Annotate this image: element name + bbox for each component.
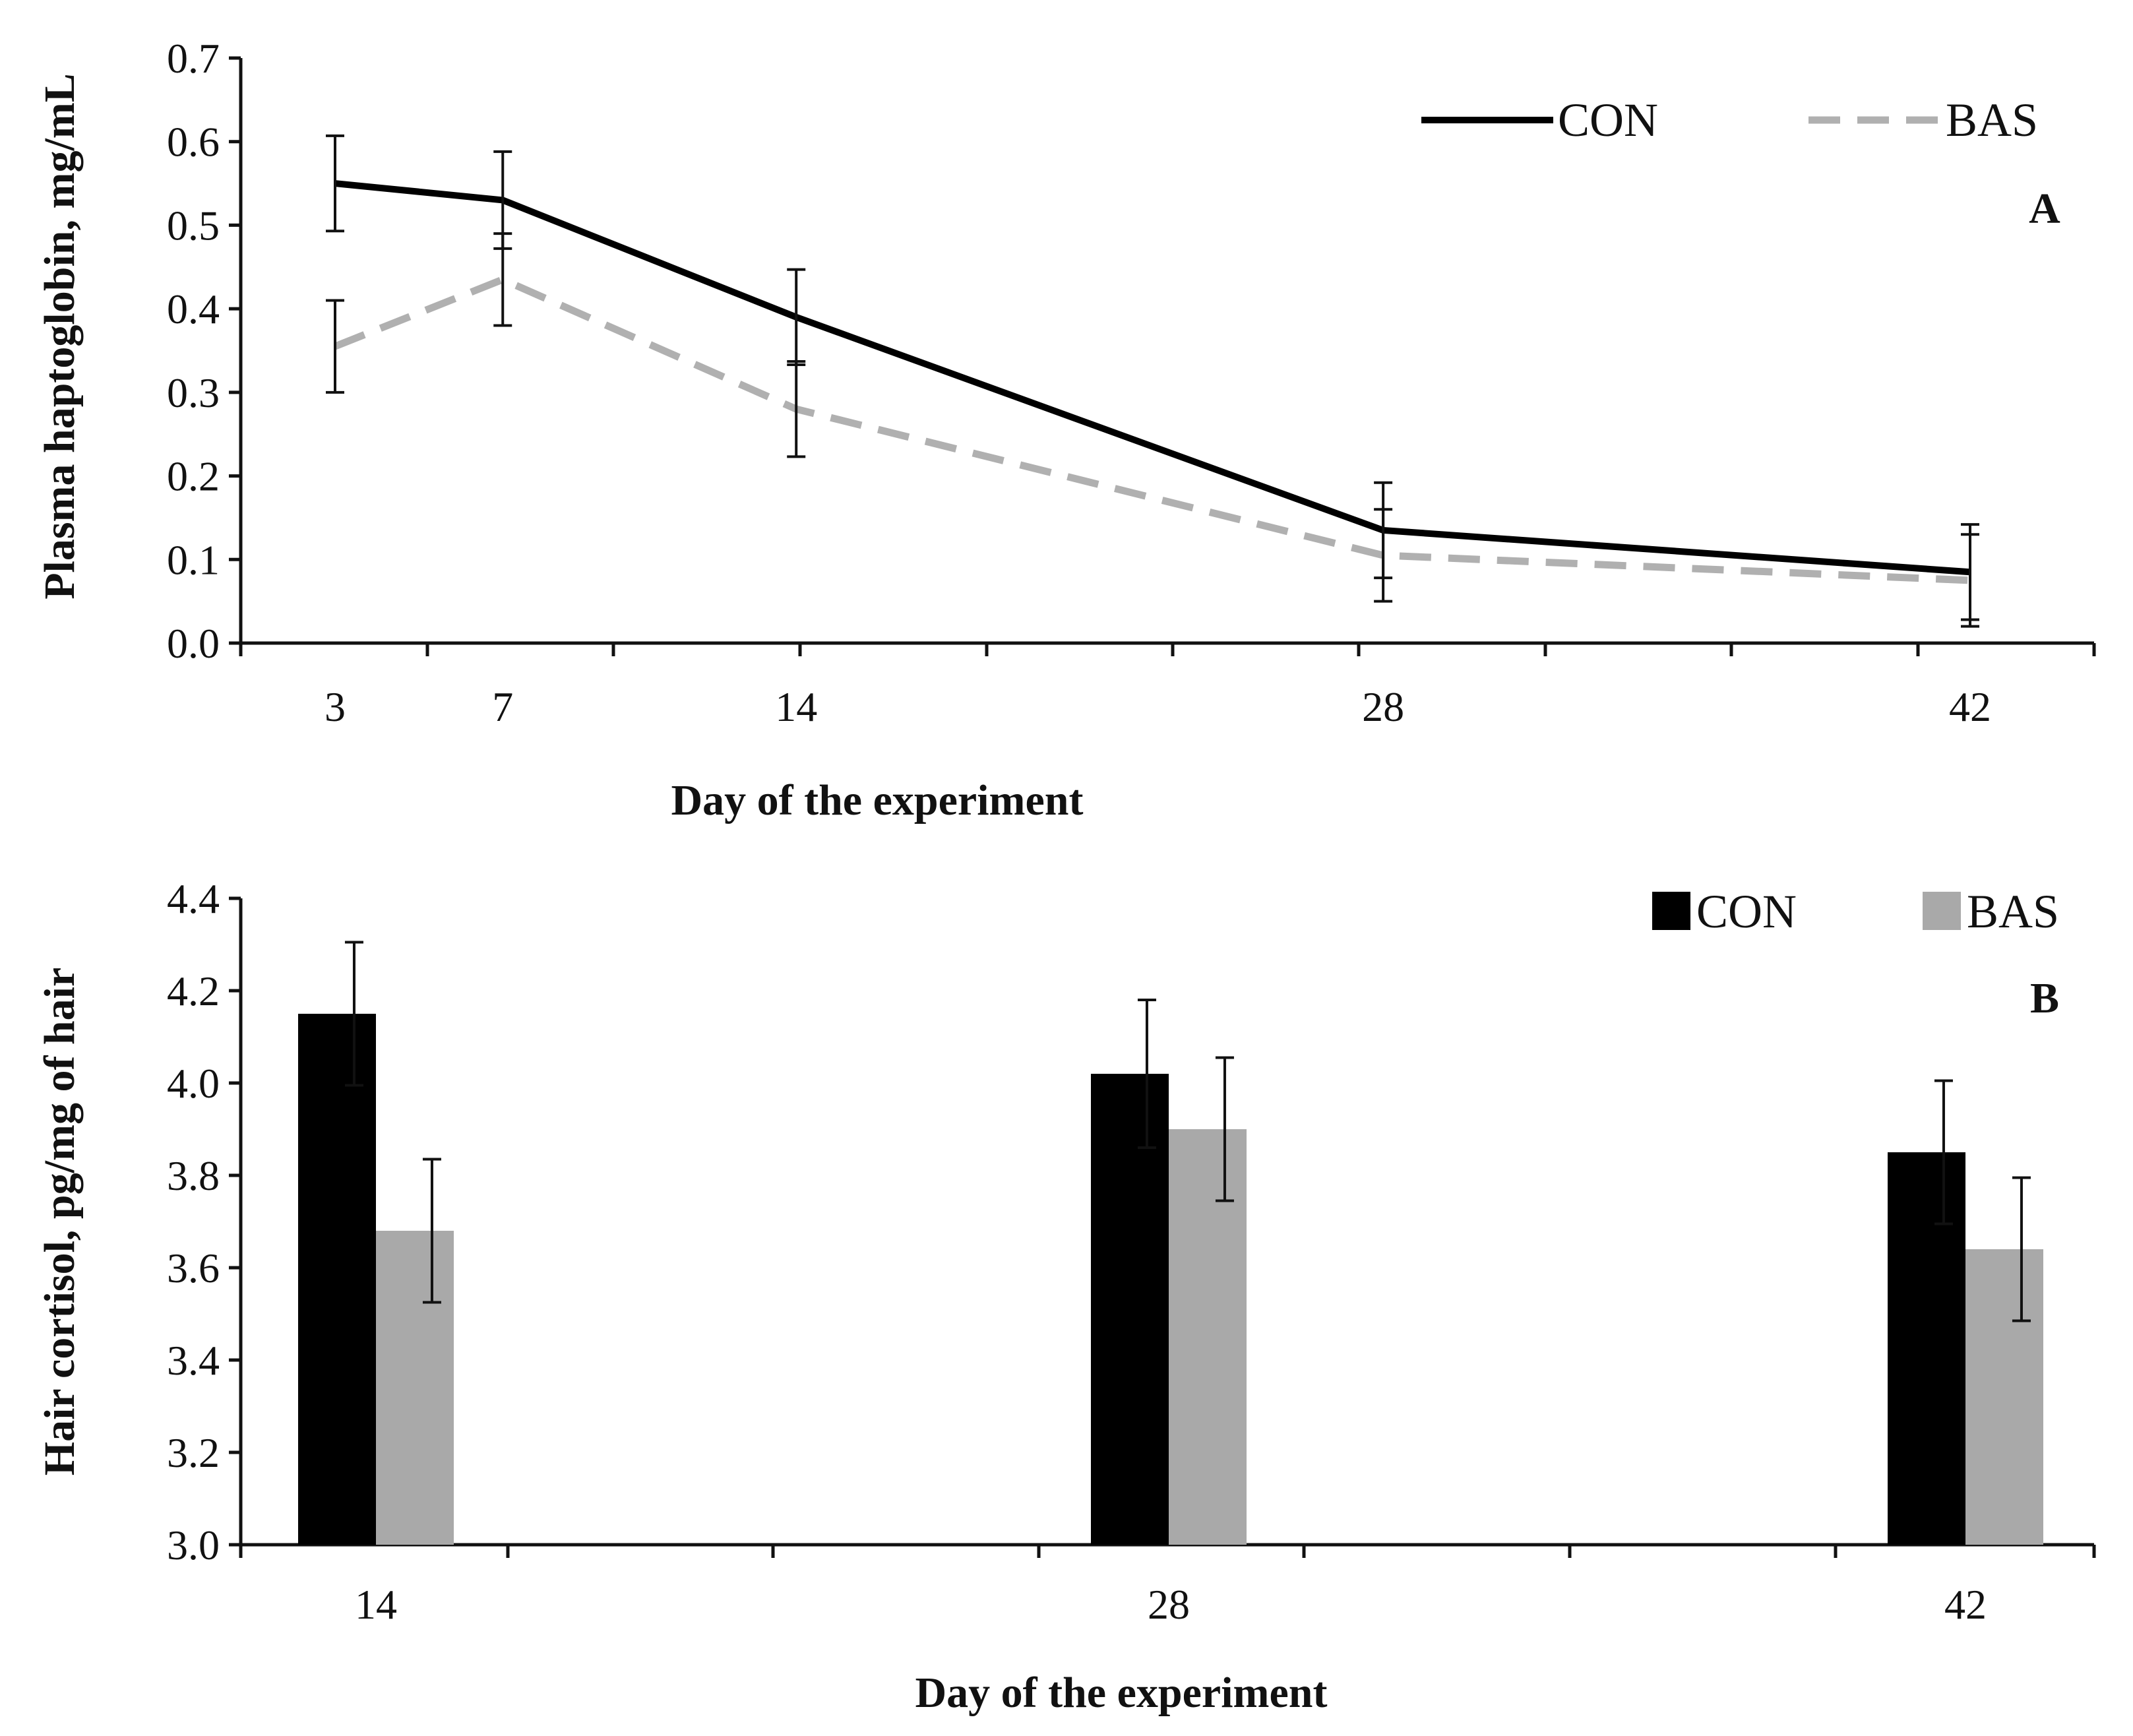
y-tick-label: 4.4 — [167, 875, 220, 922]
y-axis-title: Plasma haptoglobin, mg/mL — [36, 73, 84, 600]
error-bar-con — [344, 941, 363, 1087]
y-tick-label: 0.3 — [167, 369, 220, 416]
bar-con-14 — [298, 1014, 376, 1545]
legend: CON BAS — [1421, 94, 2038, 146]
error-bar-con — [326, 134, 344, 233]
error-bar-bas — [422, 1158, 441, 1304]
x-tick-label: 7 — [492, 683, 513, 730]
bar-bas-14 — [376, 1231, 454, 1545]
y-tick-label: 3.0 — [167, 1522, 220, 1568]
error-bar-bas — [326, 299, 344, 394]
y-tick-label: 3.2 — [167, 1429, 220, 1476]
y-tick-label: 0.5 — [167, 202, 220, 249]
y-tick-label: 0.1 — [167, 536, 220, 583]
error-bar-bas — [1374, 508, 1393, 603]
y-tick-label: 0.4 — [167, 286, 220, 332]
x-tick-label: 14 — [775, 683, 817, 730]
legend-swatch-con — [1652, 892, 1690, 930]
y-tick-label: 3.4 — [167, 1337, 220, 1384]
y-tick-label: 3.6 — [167, 1245, 220, 1291]
bar-bas-42 — [1965, 1249, 2043, 1545]
legend-label-bas: BAS — [1967, 885, 2059, 938]
x-axis-title: Day of the experiment — [915, 1669, 1327, 1717]
bar-con-28 — [1091, 1074, 1169, 1545]
legend-label-con: CON — [1696, 885, 1797, 938]
error-bar-bas — [2012, 1176, 2031, 1322]
x-tick-label: 28 — [1362, 683, 1404, 730]
error-bar-bas — [493, 232, 512, 327]
y-tick-label: 4.0 — [167, 1060, 220, 1107]
panel-b-cortisol-bar-chart: 3.0 3.2 3.4 3.6 3.8 4.0 4.2 4.4 14 28 42 Day of the… — [36, 875, 2096, 1717]
y-tick-label: 3.8 — [167, 1152, 220, 1199]
error-bar-con — [1137, 999, 1156, 1149]
y-tick-label: 0.7 — [167, 35, 220, 82]
y-axis-title: Hair cortisol, pg/mg of hair — [36, 968, 84, 1476]
error-bar-bas — [1961, 533, 1979, 628]
x-tick-label: 42 — [1949, 683, 1991, 730]
x-tick-label: 28 — [1148, 1581, 1190, 1628]
x-tick-label: 42 — [1944, 1581, 1987, 1628]
x-axis-title: Day of the experiment — [671, 776, 1083, 824]
error-bar-bas — [1215, 1056, 1234, 1202]
error-bar-bas — [787, 359, 806, 458]
panel-a-haptoglobin-line-chart: 0.0 0.1 0.2 0.3 0.4 0.5 0.6 0.7 3 7 14 28 42 Day of t… — [36, 35, 2096, 824]
legend-label-con: CON — [1558, 94, 1658, 146]
series-line-con — [334, 180, 1971, 576]
x-tick-label: 3 — [325, 683, 346, 730]
panel-label: B — [2030, 974, 2059, 1022]
y-tick-label: 0.6 — [167, 119, 220, 166]
error-bar-con — [1934, 1079, 1953, 1225]
y-tick-label: 4.2 — [167, 968, 220, 1014]
legend-label-bas: BAS — [1946, 94, 2038, 146]
series-line-bas — [333, 276, 1971, 584]
x-tick-label: 14 — [355, 1581, 397, 1628]
legend-swatch-bas — [1923, 892, 1961, 930]
bar-con-42 — [1888, 1152, 1965, 1545]
legend: CON BAS — [1652, 885, 2059, 938]
y-tick-label: 0.2 — [167, 453, 220, 500]
bar-bas-28 — [1169, 1129, 1247, 1545]
y-tick-label: 0.0 — [167, 620, 220, 667]
panel-label: A — [2029, 185, 2060, 233]
